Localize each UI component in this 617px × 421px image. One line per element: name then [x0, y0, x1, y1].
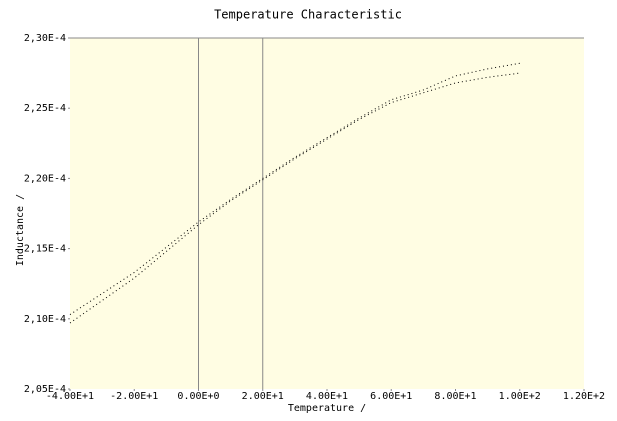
y-tick-label: 2,30E-4	[24, 33, 66, 44]
x-tick-label: 8.00E+1	[434, 391, 476, 402]
y-tick-label: 2,15E-4	[24, 244, 66, 255]
x-tick-label: 4.00E+1	[306, 391, 348, 402]
x-tick-label: 6.00E+1	[370, 391, 412, 402]
x-tick-label: 0.00E+0	[177, 391, 219, 402]
x-tick-label: 1.00E+2	[499, 391, 541, 402]
y-axis-label: Inductance /	[15, 194, 26, 266]
x-tick-label: 1.20E+2	[563, 391, 605, 402]
y-tick-label: 2,10E-4	[24, 314, 66, 325]
chart-title: Temperature Characteristic	[214, 8, 402, 22]
data-line	[69, 72, 520, 324]
x-axis-label: Temperature /	[288, 403, 366, 414]
y-tick-label: 2,05E-4	[24, 384, 66, 395]
x-tick-label: 2.00E+1	[242, 391, 284, 402]
y-tick-label: 2,20E-4	[24, 173, 66, 184]
x-tick-label: -4.00E+1	[46, 391, 94, 402]
plot-area	[70, 38, 584, 389]
x-tick-label: -2.00E+1	[110, 391, 158, 402]
y-tick-label: 2,25E-4	[24, 103, 66, 114]
